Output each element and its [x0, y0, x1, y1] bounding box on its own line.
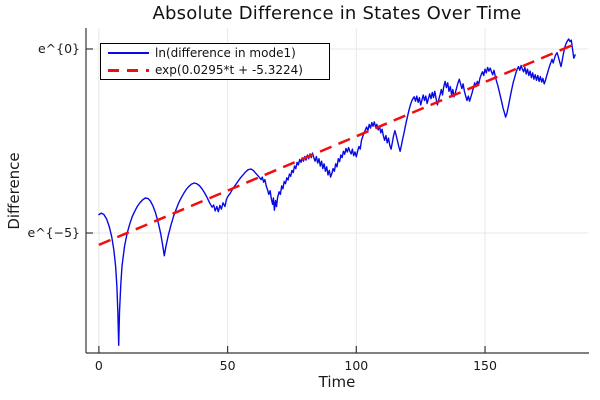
red-dashed-line-swatch	[108, 68, 149, 72]
blue-solid-line-swatch	[108, 52, 149, 54]
legend-label: exp(0.0295*t + -5.3224)	[155, 63, 303, 77]
y-axis-label: Difference	[5, 152, 23, 230]
legend: ln(difference in mode1) exp(0.0295*t + -…	[100, 43, 330, 80]
legend-entry-fit-line: exp(0.0295*t + -5.3224)	[101, 63, 329, 78]
x-tick-label: 0	[95, 358, 103, 373]
x-tick-label: 100	[344, 358, 368, 373]
x-tick-label: 150	[473, 358, 497, 373]
fit-line	[98, 42, 576, 247]
x-axis-label: Time	[318, 373, 356, 391]
chart-title: Absolute Difference in States Over Time	[152, 3, 522, 24]
data-series-line	[98, 38, 576, 346]
legend-entry-data-series: ln(difference in mode1)	[101, 46, 329, 61]
legend-label: ln(difference in mode1)	[155, 46, 296, 60]
x-tick-label: 50	[220, 358, 236, 373]
y-tick-label: e^{0}	[38, 41, 80, 56]
y-tick-label: e^{−5}	[28, 225, 81, 240]
